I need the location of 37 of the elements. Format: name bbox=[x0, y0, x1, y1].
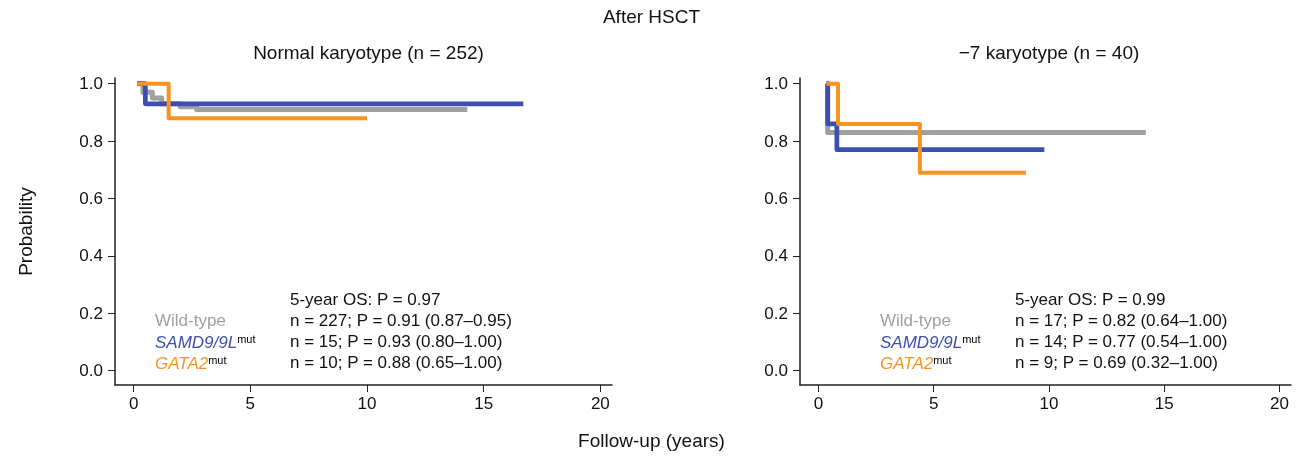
x-tick-label: 20 bbox=[1270, 394, 1289, 413]
annotation: n = 15; P = 0.93 (0.80–1.00) bbox=[290, 332, 503, 351]
y-tick-label: 1.0 bbox=[764, 74, 788, 94]
y-tick-label: 0.2 bbox=[79, 303, 103, 323]
y-tick-label: 0.4 bbox=[764, 246, 788, 266]
text: Wild-type bbox=[880, 311, 951, 330]
annotation: 5-year OS: P = 0.99 bbox=[1015, 290, 1166, 309]
y-tick-label: 0.6 bbox=[764, 189, 788, 208]
y-tick-label: 0.6 bbox=[79, 189, 103, 208]
annotation: n = 17; P = 0.82 (0.64–1.00) bbox=[1015, 311, 1228, 330]
y-tick-label: 0.8 bbox=[79, 131, 103, 151]
annotation: n = 10; P = 0.88 (0.65–1.00) bbox=[290, 353, 503, 372]
x-tick-label: 10 bbox=[1039, 394, 1059, 413]
annotation: 5-year OS: P = 0.97 bbox=[290, 290, 441, 309]
x-tick-label: 15 bbox=[1154, 394, 1174, 413]
y-tick-label: 0.2 bbox=[764, 303, 788, 323]
x-tick-label: 5 bbox=[928, 394, 939, 413]
annotation: n = 14; P = 0.77 (0.54–1.00) bbox=[1015, 332, 1228, 351]
text: After HSCT bbox=[601, 6, 702, 28]
x-tick-label: 0 bbox=[128, 394, 139, 413]
annotation: n = 9; P = 0.69 (0.32–1.00) bbox=[1015, 353, 1218, 372]
y-tick-label: 0.0 bbox=[764, 361, 788, 381]
y-axis-title: Probability bbox=[15, 186, 36, 276]
text: Wild-type bbox=[155, 311, 226, 330]
x-tick-label: 10 bbox=[357, 394, 377, 413]
annotation: n = 227; P = 0.91 (0.87–0.95) bbox=[290, 311, 512, 330]
y-tick-label: 0.0 bbox=[79, 361, 103, 381]
y-tick-label: 0.4 bbox=[79, 246, 103, 266]
x-tick-label: 5 bbox=[245, 394, 256, 413]
chart-title: Normal karyotype (n = 252) bbox=[253, 42, 484, 63]
x-tick-label: 15 bbox=[474, 394, 494, 413]
x-axis-title: Follow-up (years) bbox=[577, 430, 726, 452]
chart-title: −7 karyotype (n = 40) bbox=[958, 42, 1140, 63]
x-tick-label: 20 bbox=[590, 394, 610, 413]
y-tick-label: 0.8 bbox=[764, 131, 788, 151]
x-tick-label: 0 bbox=[813, 394, 824, 413]
y-tick-label: 1.0 bbox=[79, 74, 103, 94]
